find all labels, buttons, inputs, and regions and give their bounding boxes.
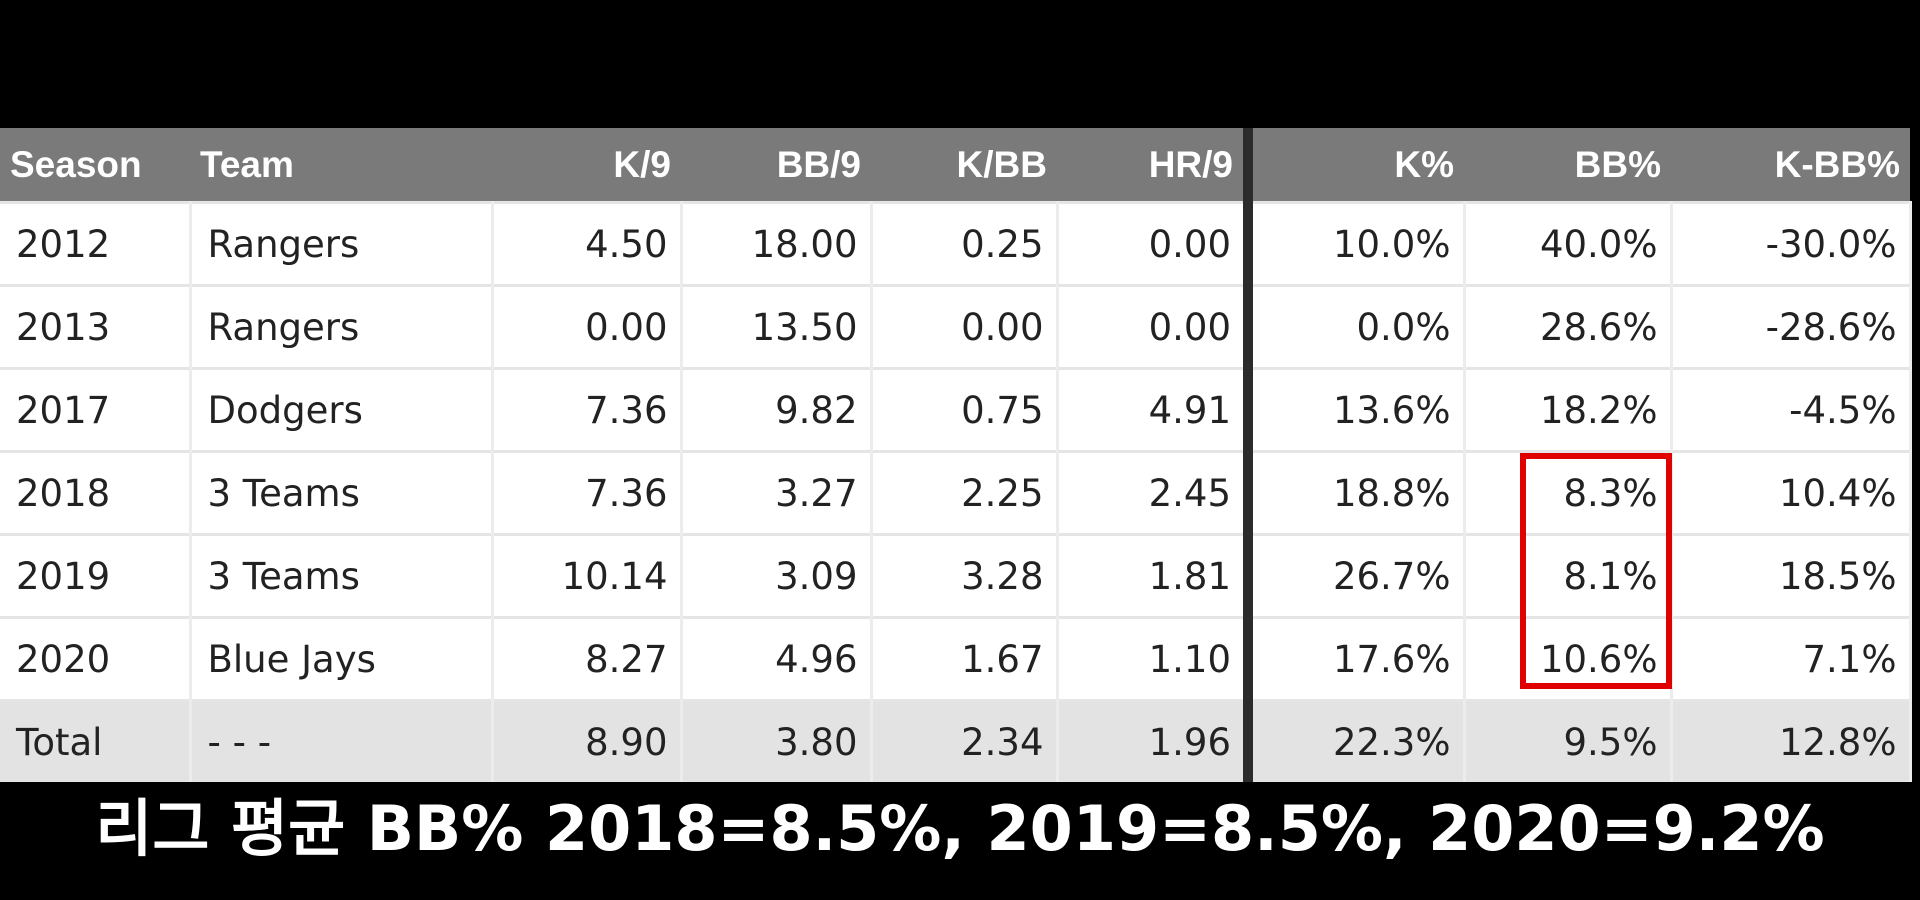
table-row: 2013 Rangers 0.00 13.50 0.00 0.00 0.0% 2… bbox=[0, 284, 1912, 369]
cell-k-pct: 10.0% bbox=[1243, 201, 1466, 286]
col-header-k-pct[interactable]: K% bbox=[1243, 128, 1464, 203]
cell-k9: 7.36 bbox=[492, 450, 683, 535]
cell-hr9: 0.00 bbox=[1057, 284, 1250, 369]
cell-bb-pct: 8.3% bbox=[1464, 450, 1673, 535]
total-bb-pct: 9.5% bbox=[1464, 699, 1673, 782]
cell-team: Rangers bbox=[190, 284, 494, 369]
cell-k-pct: 0.0% bbox=[1243, 284, 1466, 369]
cell-k9: 8.27 bbox=[492, 616, 683, 701]
col-header-hr9[interactable]: HR/9 bbox=[1057, 128, 1248, 203]
total-kbb: 2.34 bbox=[871, 699, 1059, 782]
cell-k-bb-pct: -28.6% bbox=[1671, 284, 1912, 369]
cell-kbb: 0.25 bbox=[871, 201, 1059, 286]
cell-k9: 10.14 bbox=[492, 533, 683, 618]
cell-season: 2018 bbox=[0, 450, 192, 535]
total-row: Total - - - 8.90 3.80 2.34 1.96 22.3% 9.… bbox=[0, 699, 1912, 782]
cell-k9: 4.50 bbox=[492, 201, 683, 286]
cell-team: 3 Teams bbox=[190, 450, 494, 535]
cell-k-bb-pct: 7.1% bbox=[1671, 616, 1912, 701]
cell-kbb: 3.28 bbox=[871, 533, 1059, 618]
cell-k-pct: 26.7% bbox=[1243, 533, 1466, 618]
cell-bb9: 9.82 bbox=[681, 367, 873, 452]
cell-bb9: 3.09 bbox=[681, 533, 873, 618]
cell-team: Rangers bbox=[190, 201, 494, 286]
cell-k-bb-pct: -4.5% bbox=[1671, 367, 1912, 452]
cell-k-pct: 17.6% bbox=[1243, 616, 1466, 701]
cell-hr9: 0.00 bbox=[1057, 201, 1250, 286]
cell-bb-pct: 8.1% bbox=[1464, 533, 1673, 618]
cell-bb9: 4.96 bbox=[681, 616, 873, 701]
table-row: 2019 3 Teams 10.14 3.09 3.28 1.81 26.7% … bbox=[0, 533, 1912, 618]
cell-k9: 0.00 bbox=[492, 284, 683, 369]
cell-bb-pct: 40.0% bbox=[1464, 201, 1673, 286]
cell-kbb: 0.00 bbox=[871, 284, 1059, 369]
cell-season: 2012 bbox=[0, 201, 192, 286]
cell-bb-pct: 18.2% bbox=[1464, 367, 1673, 452]
col-header-k9[interactable]: K/9 bbox=[492, 128, 681, 203]
col-header-team[interactable]: Team bbox=[190, 128, 492, 203]
col-header-bb-pct[interactable]: BB% bbox=[1464, 128, 1671, 203]
cell-bb9: 3.27 bbox=[681, 450, 873, 535]
cell-hr9: 1.81 bbox=[1057, 533, 1250, 618]
col-header-season[interactable]: Season bbox=[0, 128, 190, 203]
cell-season: 2013 bbox=[0, 284, 192, 369]
cell-k-bb-pct: 10.4% bbox=[1671, 450, 1912, 535]
total-team: - - - bbox=[190, 699, 494, 782]
cell-team: Blue Jays bbox=[190, 616, 494, 701]
cell-hr9: 2.45 bbox=[1057, 450, 1250, 535]
cell-season: 2020 bbox=[0, 616, 192, 701]
table-row: 2020 Blue Jays 8.27 4.96 1.67 1.10 17.6%… bbox=[0, 616, 1912, 701]
cell-bb9: 18.00 bbox=[681, 201, 873, 286]
cell-kbb: 0.75 bbox=[871, 367, 1059, 452]
cell-k9: 7.36 bbox=[492, 367, 683, 452]
cell-season: 2017 bbox=[0, 367, 192, 452]
cell-team: Dodgers bbox=[190, 367, 494, 452]
total-bb9: 3.80 bbox=[681, 699, 873, 782]
total-k-bb-pct: 12.8% bbox=[1671, 699, 1912, 782]
table-row: 2018 3 Teams 7.36 3.27 2.25 2.45 18.8% 8… bbox=[0, 450, 1912, 535]
cell-kbb: 2.25 bbox=[871, 450, 1059, 535]
cell-hr9: 1.10 bbox=[1057, 616, 1250, 701]
cell-bb-pct: 28.6% bbox=[1464, 284, 1673, 369]
col-header-kbb[interactable]: K/BB bbox=[871, 128, 1057, 203]
cell-k-bb-pct: 18.5% bbox=[1671, 533, 1912, 618]
total-label: Total bbox=[0, 699, 192, 782]
col-header-bb9[interactable]: BB/9 bbox=[681, 128, 871, 203]
cell-bb9: 13.50 bbox=[681, 284, 873, 369]
table-row: 2017 Dodgers 7.36 9.82 0.75 4.91 13.6% 1… bbox=[0, 367, 1912, 452]
cell-k-bb-pct: -30.0% bbox=[1671, 201, 1912, 286]
header-row: Season Team K/9 BB/9 K/BB HR/9 K% BB% K-… bbox=[0, 128, 1910, 203]
cell-bb-pct: 10.6% bbox=[1464, 616, 1673, 701]
cell-k-pct: 18.8% bbox=[1243, 450, 1466, 535]
total-hr9: 1.96 bbox=[1057, 699, 1250, 782]
cell-team: 3 Teams bbox=[190, 533, 494, 618]
cell-season: 2019 bbox=[0, 533, 192, 618]
total-k-pct: 22.3% bbox=[1243, 699, 1466, 782]
cell-kbb: 1.67 bbox=[871, 616, 1059, 701]
table-row: 2012 Rangers 4.50 18.00 0.25 0.00 10.0% … bbox=[0, 201, 1912, 286]
league-average-caption: 리그 평균 BB% 2018=8.5%, 2019=8.5%, 2020=9.2… bbox=[95, 792, 1825, 865]
cell-k-pct: 13.6% bbox=[1243, 367, 1466, 452]
cell-hr9: 4.91 bbox=[1057, 367, 1250, 452]
col-header-k-bb-pct[interactable]: K-BB% bbox=[1671, 128, 1910, 203]
stats-table: Season Team K/9 BB/9 K/BB HR/9 K% BB% K-… bbox=[0, 128, 1912, 782]
total-k9: 8.90 bbox=[492, 699, 683, 782]
